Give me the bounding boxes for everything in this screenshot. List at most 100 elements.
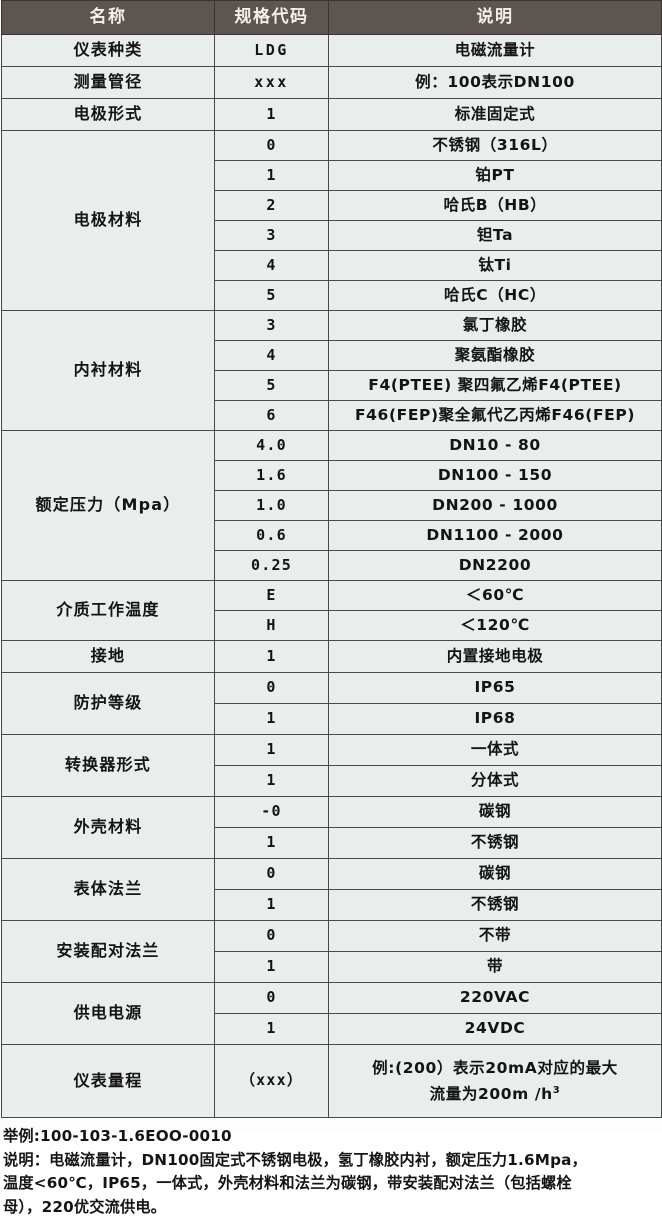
desc-line-2: 流量为200m /h3 bbox=[329, 1081, 661, 1107]
desc-cell: DN100 - 150 bbox=[328, 460, 662, 491]
group-name-cell: 表体法兰 bbox=[1, 858, 215, 921]
table-row: 接地 1 内置接地电极 bbox=[1, 640, 662, 673]
table-row: 测量管径 xxx 例：100表示DN100 bbox=[1, 66, 662, 99]
group-name-cell: 防护等级 bbox=[1, 672, 215, 735]
table-row: 0.25 DN2200 bbox=[2, 550, 662, 581]
desc-cell: 220VAC bbox=[328, 982, 662, 1014]
desc-cell: 哈氏C（HC） bbox=[328, 280, 662, 311]
code-cell: （xxx） bbox=[214, 1044, 329, 1118]
desc-line-2-unit: /h bbox=[534, 1085, 553, 1103]
table-row: 1 不锈钢 bbox=[2, 827, 662, 859]
code-cell: 1 bbox=[214, 703, 329, 735]
footer-note-line-3: 母），220优交流供电。 bbox=[3, 1197, 167, 1216]
desc-cell: ＜120℃ bbox=[328, 610, 662, 641]
desc-cell: 钽Ta bbox=[328, 220, 662, 251]
table-row: 1 24VDC bbox=[2, 1013, 662, 1045]
group-name-cell: 介质工作温度 bbox=[1, 580, 215, 641]
code-cell: 0 bbox=[214, 858, 329, 890]
code-cell: xxx bbox=[214, 66, 329, 99]
desc-cell: 聚氨酯橡胶 bbox=[328, 340, 662, 371]
table-header-row: 名称 规格代码 说明 bbox=[1, 0, 662, 35]
desc-cell-multiline: 例:(200）表示20mA对应的最大 流量为200m /h3 bbox=[328, 1044, 662, 1118]
table-row: 转换器形式 1 一体式 bbox=[1, 734, 662, 797]
desc-cell: F46(FEP)聚全氟代乙丙烯F46(FEP) bbox=[328, 400, 662, 431]
table-row: 5 哈氏C（HC） bbox=[2, 280, 662, 311]
code-cell: 4 bbox=[214, 340, 329, 371]
code-cell: 1 bbox=[214, 827, 329, 859]
table-row: 供电电源 0 220VAC bbox=[1, 982, 662, 1045]
column-header-code: 规格代码 bbox=[214, 0, 329, 35]
code-cell: H bbox=[214, 610, 329, 641]
code-cell: 1 bbox=[214, 160, 329, 191]
table-row: 电极材料 0 不锈钢（316L） bbox=[1, 130, 662, 311]
column-header-name: 名称 bbox=[1, 0, 215, 35]
desc-cell: 氯丁橡胶 bbox=[328, 310, 662, 341]
desc-cell: F4(PTEE) 聚四氟乙烯F4(PTEE) bbox=[328, 370, 662, 401]
table-body: 仪表种类 LDG 电磁流量计 测量管径 xxx 例：100表示DN100 电极形… bbox=[1, 34, 662, 1118]
code-cell: 1 bbox=[214, 765, 329, 797]
group-name-cell: 转换器形式 bbox=[1, 734, 215, 797]
group-name-cell: 外壳材料 bbox=[1, 796, 215, 859]
specification-table: 名称 规格代码 说明 仪表种类 LDG 电磁流量计 测量管径 xxx 例：100… bbox=[1, 0, 662, 1118]
desc-cell: 铂PT bbox=[328, 160, 662, 191]
footer-note-line-1: 说明：电磁流量计，DN100固定式不锈钢电极，氢丁橡胶内衬，额定压力1.6Mpa… bbox=[3, 1150, 587, 1169]
code-cell: 0.6 bbox=[214, 520, 329, 551]
group-name-cell: 供电电源 bbox=[1, 982, 215, 1045]
code-cell: 1 bbox=[214, 1013, 329, 1045]
desc-cell: 不锈钢（316L） bbox=[328, 130, 662, 161]
table-row: 安装配对法兰 0 不带 bbox=[1, 920, 662, 983]
code-cell: E bbox=[214, 580, 329, 611]
table-row: 仪表量程 （xxx） 例:(200）表示20mA对应的最大 流量为200m /h… bbox=[1, 1044, 662, 1118]
code-cell: 3 bbox=[214, 310, 329, 341]
desc-cell: 标准固定式 bbox=[328, 98, 662, 131]
table-row: 1 分体式 bbox=[2, 765, 662, 797]
code-cell: 4.0 bbox=[214, 430, 329, 461]
footer-notes: 举例:100-103-1.6EOO-0010 说明：电磁流量计，DN100固定式… bbox=[0, 1118, 662, 1219]
group-name-cell: 测量管径 bbox=[1, 66, 215, 99]
table-row: 1 铂PT bbox=[2, 160, 662, 191]
table-row: 防护等级 0 IP65 bbox=[1, 672, 662, 735]
group-name-cell: 接地 bbox=[1, 640, 215, 673]
table-row: 额定压力（Mpa） 4.0 DN10 - 80 bbox=[1, 430, 662, 581]
desc-cell: 带 bbox=[328, 951, 662, 983]
desc-line-2-flow: 流量为200m bbox=[429, 1085, 529, 1103]
group-name-cell: 额定压力（Mpa） bbox=[1, 430, 215, 581]
footer-note-line-2: 温度<60℃，IP65，一体式，外壳材料和法兰为碳钢，带安装配对法兰（包括螺栓 bbox=[3, 1174, 572, 1193]
group-name-cell: 安装配对法兰 bbox=[1, 920, 215, 983]
table-row: 1 带 bbox=[2, 951, 662, 983]
code-cell: 1 bbox=[214, 98, 329, 131]
group-name-cell: 仪表量程 bbox=[1, 1044, 215, 1118]
desc-cell: 哈氏B（HB） bbox=[328, 190, 662, 221]
desc-cell: DN2200 bbox=[328, 550, 662, 581]
column-header-desc: 说明 bbox=[328, 0, 662, 35]
code-cell: LDG bbox=[214, 34, 329, 67]
desc-cell: DN200 - 1000 bbox=[328, 490, 662, 521]
code-cell: 1.0 bbox=[214, 490, 329, 521]
code-cell: 1 bbox=[214, 734, 329, 766]
desc-cell: DN10 - 80 bbox=[328, 430, 662, 461]
code-cell: 1.6 bbox=[214, 460, 329, 491]
group-name-cell: 电极形式 bbox=[1, 98, 215, 131]
desc-line-1: 例:(200）表示20mA对应的最大 bbox=[372, 1058, 618, 1077]
desc-cell: 24VDC bbox=[328, 1013, 662, 1045]
code-cell: 0 bbox=[214, 920, 329, 952]
desc-cell: IP68 bbox=[328, 703, 662, 735]
table-row: 1.6 DN100 - 150 bbox=[2, 460, 662, 491]
desc-cell: 碳钢 bbox=[328, 858, 662, 890]
desc-cell: 钛Ti bbox=[328, 250, 662, 281]
group-name-cell: 电极材料 bbox=[1, 130, 215, 311]
desc-cell: ＜60℃ bbox=[328, 580, 662, 611]
code-cell: 0 bbox=[214, 130, 329, 161]
code-cell: 4 bbox=[214, 250, 329, 281]
desc-cell: 不锈钢 bbox=[328, 889, 662, 921]
group-name-cell: 内衬材料 bbox=[1, 310, 215, 431]
desc-cell: 分体式 bbox=[328, 765, 662, 797]
table-row: 介质工作温度 E ＜60℃ bbox=[1, 580, 662, 641]
table-row: 4 钛Ti bbox=[2, 250, 662, 281]
desc-line-2-exponent: 3 bbox=[552, 1084, 561, 1096]
desc-cell: 碳钢 bbox=[328, 796, 662, 828]
table-row: 外壳材料 -0 碳钢 bbox=[1, 796, 662, 859]
code-cell: 1 bbox=[214, 889, 329, 921]
code-cell: 1 bbox=[214, 640, 329, 673]
